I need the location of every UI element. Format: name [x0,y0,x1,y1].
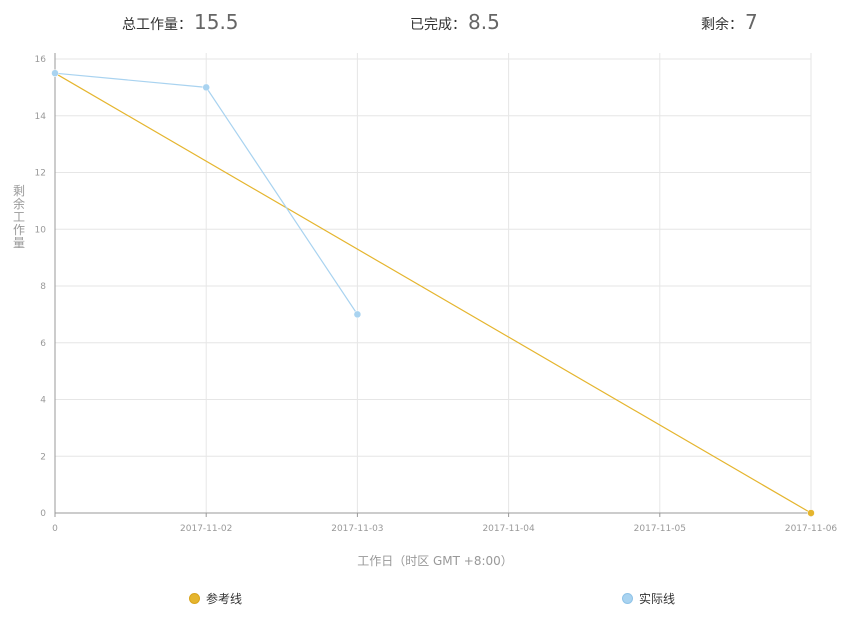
remaining-label: 剩余： [701,17,743,33]
y-axis-title-char: 剩 [13,184,25,198]
legend-swatch-reference [189,593,200,604]
series-line-0 [54,72,812,514]
chart-axes [54,53,812,517]
y-tick-label: 16 [35,55,47,65]
y-axis-title-char: 余 [13,196,25,211]
chart-legend: 参考线 实际线 [0,590,848,610]
burndown-chart: 0 2 4 6 8 10 12 14 16 0 2017-11-02 2017-11-03 2017-1… [13,53,838,568]
data-point [807,509,815,517]
remaining-value: 7 [745,10,758,34]
y-tick-label: 2 [40,452,46,462]
summary-bar: 总工作量： 15.5 已完成： 8.5 剩余： 7 [0,10,848,40]
data-point [353,310,362,319]
chart-grid [55,53,812,513]
y-axis-title-char: 量 [13,236,25,250]
y-axis-title: 剩余工作量 [13,184,25,250]
x-tick-label: 0 [52,524,58,534]
total-workload-label: 总工作量： [122,17,192,33]
total-workload-value: 15.5 [194,10,239,34]
data-point [51,69,59,77]
x-tick-label: 2017-11-05 [634,524,686,534]
y-tick-label: 12 [35,169,46,179]
legend-label-reference: 参考线 [206,592,243,606]
x-tick-label: 2017-11-06 [785,524,838,534]
legend-label-actual: 实际线 [639,592,676,606]
completed-stat: 已完成： 8.5 [410,10,500,34]
x-axis-title: 工作日（时区 GMT +8:00） [357,554,513,568]
total-workload-stat: 总工作量： 15.5 [122,10,239,34]
y-axis-title-char: 工 [13,210,25,224]
y-tick-label: 0 [40,509,46,519]
remaining-stat: 剩余： 7 [701,10,758,34]
x-tick-label: 2017-11-04 [482,524,535,534]
x-tick-label: 2017-11-02 [180,524,232,534]
chart-series [51,69,815,517]
y-tick-label: 14 [35,112,47,122]
chart-tick-labels: 0 2 4 6 8 10 12 14 16 0 2017-11-02 2017-11-03 2017-1… [35,55,838,534]
y-tick-label: 10 [35,225,47,235]
data-point [202,83,210,92]
y-axis-title-char: 作 [13,223,25,237]
x-tick-label: 2017-11-03 [331,524,383,534]
legend-item-actual[interactable]: 实际线 [622,590,675,607]
y-tick-label: 4 [40,396,46,406]
completed-value: 8.5 [468,10,500,34]
y-tick-label: 6 [40,339,46,349]
y-tick-label: 8 [40,282,46,292]
legend-item-reference[interactable]: 参考线 [189,590,242,607]
legend-swatch-actual [622,593,633,604]
completed-label: 已完成： [410,17,466,33]
